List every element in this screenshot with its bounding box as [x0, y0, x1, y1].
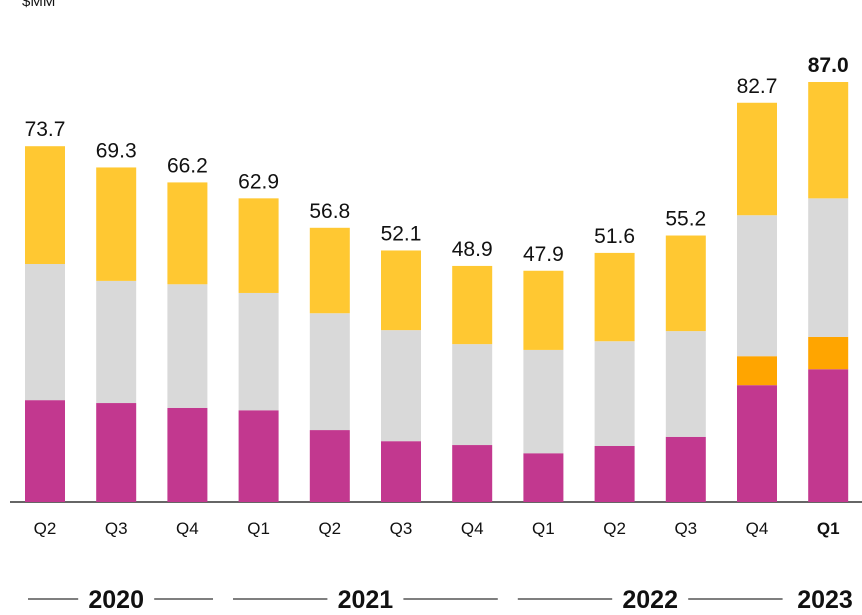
bar-segment — [25, 400, 65, 502]
bar-segment — [523, 453, 564, 502]
year-label: 2020 — [88, 586, 144, 614]
total-label: 87.0 — [808, 54, 849, 77]
bar-segment — [737, 385, 777, 502]
x-tick-label: Q1 — [817, 519, 840, 538]
bar-segment — [309, 430, 350, 502]
bar-segment — [452, 344, 493, 446]
year-label: 2022 — [622, 586, 678, 614]
bar-segment — [523, 270, 564, 350]
bar-segment — [665, 331, 706, 437]
bar-segment — [737, 356, 777, 386]
bar-segment — [808, 82, 849, 199]
x-tick-label: Q1 — [532, 519, 555, 538]
bar-segment — [25, 264, 65, 401]
x-tick-label: Q4 — [176, 519, 199, 538]
bar-segment — [665, 436, 706, 502]
unit-label: $MM — [22, 0, 55, 10]
total-label: 51.6 — [594, 225, 635, 248]
bar-segment — [452, 265, 493, 345]
total-label: 48.9 — [452, 238, 493, 261]
total-label: 62.9 — [238, 170, 279, 193]
bar-segment — [737, 102, 777, 216]
bar-segment — [452, 445, 493, 502]
bar-segment — [808, 198, 849, 337]
total-label: 66.2 — [167, 154, 208, 177]
bar-segment — [381, 250, 421, 331]
bar-segment — [96, 167, 137, 281]
bar-segment — [167, 284, 208, 408]
year-label: 2021 — [338, 586, 394, 614]
total-label: 69.3 — [96, 139, 137, 162]
bar-segment — [167, 182, 208, 285]
total-label: 47.9 — [523, 243, 564, 266]
bar-segment — [381, 330, 421, 442]
x-tick-label: Q2 — [603, 519, 626, 538]
bar-segment — [808, 369, 849, 502]
bar-segment — [309, 313, 350, 431]
x-tick-label: Q2 — [318, 519, 341, 538]
bar-segment — [808, 336, 849, 370]
bar-segment — [523, 349, 564, 454]
total-label: 56.8 — [309, 200, 350, 223]
bar-segment — [594, 252, 635, 342]
bar-segment — [594, 341, 635, 446]
year-label: 2023 — [797, 586, 853, 614]
bar-segment — [665, 235, 706, 332]
x-tick-label: Q2 — [34, 519, 57, 538]
bar-segment — [381, 441, 421, 502]
bar-segment — [309, 227, 350, 314]
bar-segment — [238, 292, 279, 411]
x-tick-label: Q1 — [247, 519, 270, 538]
total-label: 55.2 — [665, 208, 706, 231]
bar-segment — [594, 446, 635, 502]
bar-segment — [25, 146, 65, 264]
x-tick-label: Q3 — [674, 519, 697, 538]
bar-segment — [238, 410, 279, 502]
bar-segment — [96, 280, 137, 404]
total-label: 73.7 — [25, 118, 66, 141]
x-tick-label: Q4 — [746, 519, 769, 538]
total-label: 82.7 — [737, 75, 778, 98]
x-tick-label: Q3 — [390, 519, 413, 538]
bar-segment — [737, 215, 777, 357]
bar-segment — [96, 403, 137, 502]
bar-segment — [167, 407, 208, 502]
x-tick-label: Q4 — [461, 519, 484, 538]
total-label: 52.1 — [381, 222, 422, 245]
bar-segment — [238, 198, 279, 293]
x-tick-label: Q3 — [105, 519, 128, 538]
